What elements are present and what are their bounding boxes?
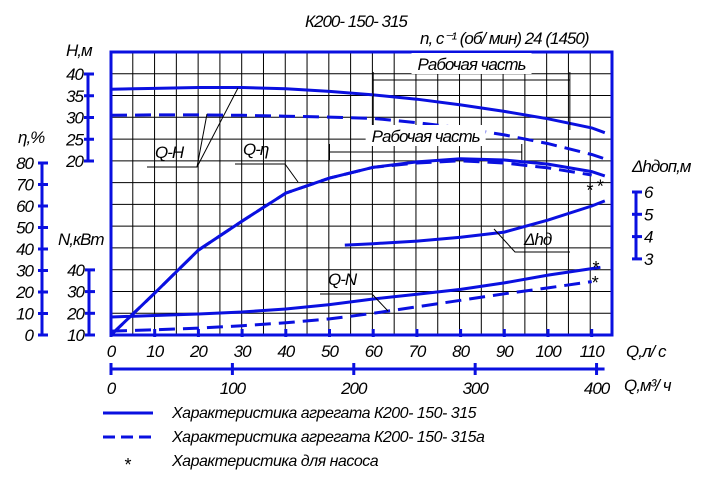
npsh-tick-label: 6 <box>644 183 654 202</box>
eta-tick-label: 0 <box>25 326 35 345</box>
working-range-label: Рабочая часть <box>418 55 526 74</box>
npsh-leader <box>493 228 570 253</box>
legend-swatch-star: * <box>124 455 131 475</box>
chart-subtitle: n, c⁻¹ (об/ мин) 24 (1450) <box>420 29 589 48</box>
x2-tick-label: 400 <box>584 379 611 398</box>
x2-tick-label: 0 <box>107 379 117 398</box>
eta-tick-label: 40 <box>16 240 34 259</box>
annotations: Рабочая часть Рабочая часть Q-H Q-η Q-N Δhд <box>147 53 571 312</box>
npsh-tick-label: 3 <box>644 250 654 269</box>
pump-point-star: * <box>593 258 600 278</box>
qeta-label: Q-η <box>243 140 269 159</box>
N-tick-label: 30 <box>67 283 85 302</box>
curve-N-dashed <box>110 280 592 333</box>
N-tick-label: 20 <box>66 304 85 323</box>
axes: 0 10 20 30 40 50 60 70 80 90 100 110 Q,л/ с0 100 200 30… <box>15 41 693 398</box>
working-range-label: Рабочая часть <box>372 127 480 146</box>
npsh-label: Δhд <box>523 230 552 249</box>
x-tick-label: 10 <box>146 342 164 361</box>
x-tick-label: 70 <box>408 342 426 361</box>
x-tick-label: 30 <box>234 342 252 361</box>
x-tick-label: 40 <box>277 342 295 361</box>
eta-tick-label: 80 <box>16 154 34 173</box>
x-tick-label: 90 <box>496 342 514 361</box>
H-tick-label: 40 <box>66 65 84 84</box>
npsh-tick-label: 4 <box>644 228 653 247</box>
x-tick-label: 20 <box>189 342 208 361</box>
x-tick-label: 100 <box>535 342 562 361</box>
eta-tick-label: 30 <box>16 262 34 281</box>
eta-tick-label: 50 <box>16 219 34 238</box>
H-tick-label: 20 <box>65 152 84 171</box>
x-tick-label: 110 <box>580 342 606 361</box>
x2-tick-label: 300 <box>462 379 489 398</box>
working-range-label-bg <box>365 125 486 146</box>
npsh-tick-label: 5 <box>644 205 654 224</box>
curves: * *** <box>109 86 606 337</box>
eta-tick-label: 60 <box>16 197 34 216</box>
qh-leader <box>196 113 208 168</box>
x-tick-label: 60 <box>365 342 383 361</box>
eta-tick-label: 70 <box>16 176 34 195</box>
H-tick-label: 30 <box>66 109 84 128</box>
qh-label: Q-H <box>155 143 185 162</box>
qn-label: Q-N <box>328 270 358 289</box>
x-tick-label: 0 <box>107 342 117 361</box>
legend-label: Характеристика агрегата К200- 150- 315а <box>171 429 485 446</box>
legend: Характеристика агрегата К200- 150- 315 Ха… <box>103 405 486 475</box>
x2-tick-label: 200 <box>340 379 368 398</box>
N-tick-label: 10 <box>67 326 85 345</box>
x2-axis-label: Q,м³/ ч <box>624 376 672 395</box>
H-tick-label: 25 <box>65 130 84 149</box>
N-tick-label: 40 <box>67 261 85 280</box>
curve-npsh-solid <box>344 199 606 247</box>
pump-point-star: * <box>586 181 593 201</box>
plot-frame <box>109 50 614 337</box>
chart-title: К200- 150- 315 <box>305 12 408 31</box>
x-axis-label: Q,л/ с <box>626 342 667 361</box>
eta-axis-label: η,% <box>18 128 45 147</box>
curve-H-solid <box>110 86 606 135</box>
H-axis-label: H,м <box>66 41 93 60</box>
legend-label: Характеристика для насоса <box>171 453 379 470</box>
eta-tick-label: 10 <box>16 305 34 324</box>
npsh-axis-label: Δhдоп,м <box>631 157 692 176</box>
x2-tick-label: 100 <box>220 379 247 398</box>
eta-tick-label: 20 <box>15 283 34 302</box>
qn-leader <box>320 293 389 312</box>
legend-label: Характеристика агрегата К200- 150- 315 <box>171 405 477 422</box>
x-tick-label: 50 <box>321 342 339 361</box>
pump-point-star: * <box>592 273 599 293</box>
qeta-leader <box>235 163 299 183</box>
N-axis-label: N,кВт <box>58 230 104 249</box>
curve-eta-dashed <box>109 159 592 337</box>
curve-N-solid <box>110 265 601 319</box>
pump-point-star: * <box>597 176 604 196</box>
curve-H-dashed <box>110 113 606 161</box>
x-tick-label: 80 <box>452 342 470 361</box>
working-range-label-bg <box>411 53 532 74</box>
H-tick-label: 35 <box>66 87 84 106</box>
